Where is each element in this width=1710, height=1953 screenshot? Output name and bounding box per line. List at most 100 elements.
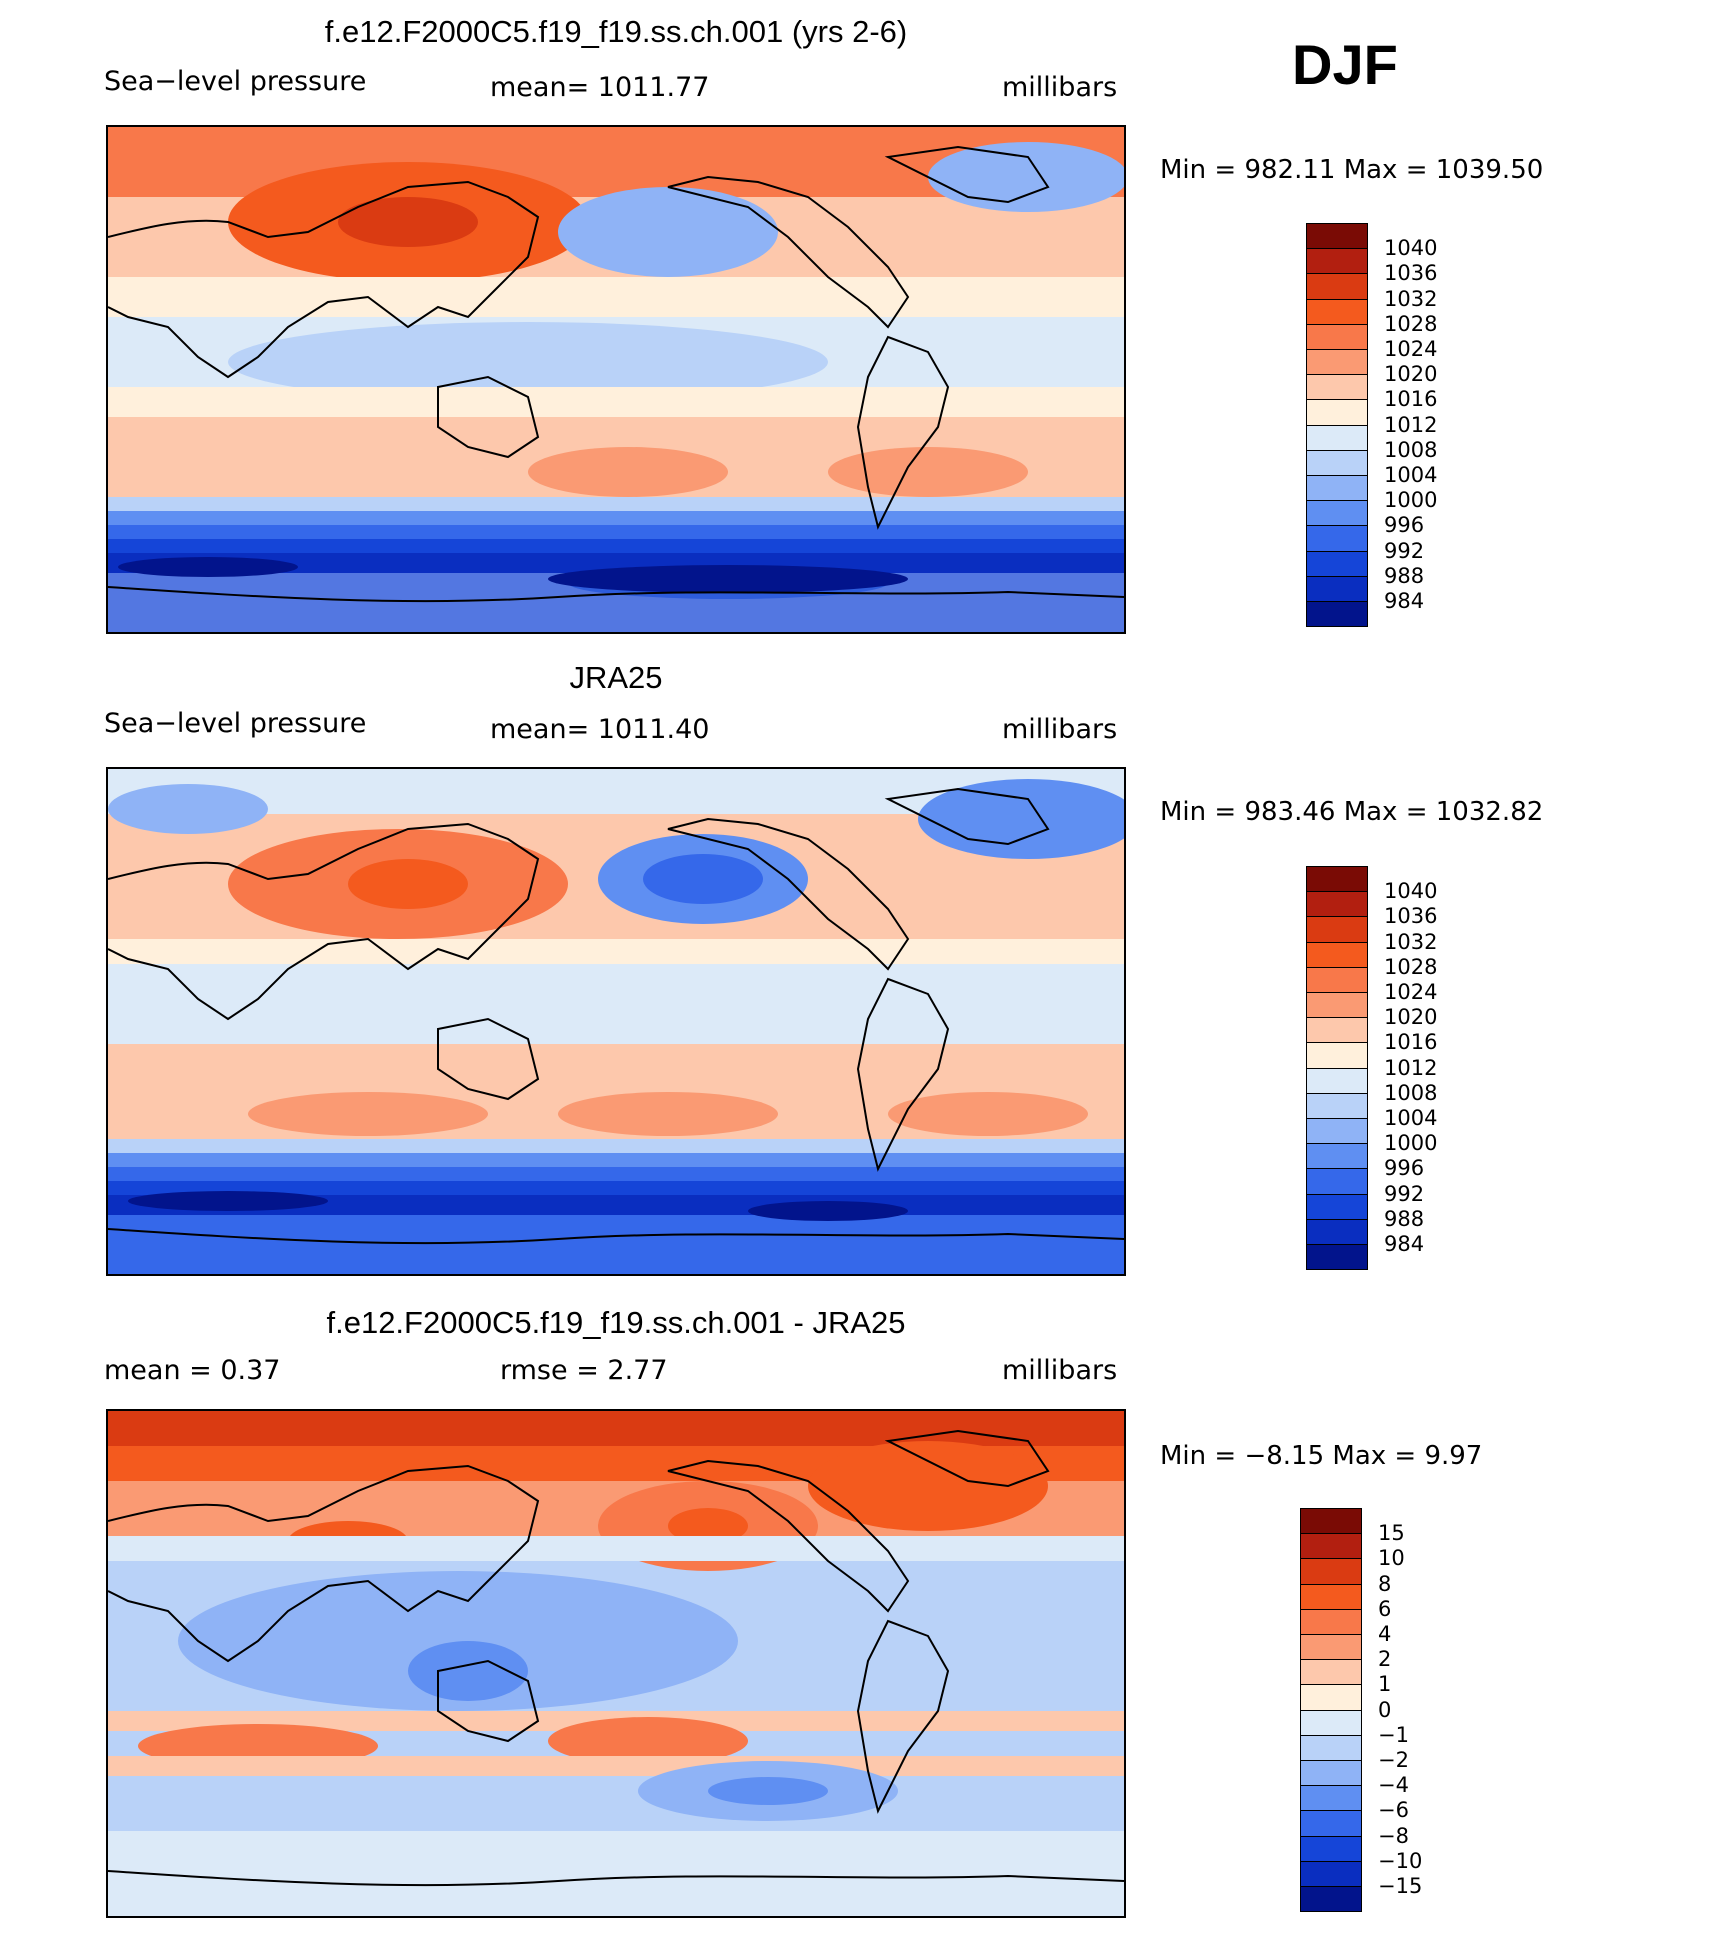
colorbar-swatch — [1306, 1143, 1368, 1170]
panel-2-map — [106, 767, 1126, 1276]
colorbar-swatch — [1306, 992, 1368, 1019]
colorbar-swatch — [1300, 1684, 1362, 1711]
colorbar-tick-label: 1032 — [1384, 929, 1438, 954]
colorbar-tick-label: 6 — [1378, 1596, 1392, 1621]
colorbar-swatch — [1306, 550, 1368, 577]
colorbar-swatch — [1300, 1709, 1362, 1736]
colorbar-tick-label: 1036 — [1384, 904, 1438, 929]
colorbar-swatch — [1306, 525, 1368, 552]
colorbar-swatch — [1306, 866, 1368, 893]
colorbar-swatch — [1306, 374, 1368, 401]
colorbar-swatch — [1306, 323, 1368, 350]
colorbar-tick-label: 1004 — [1384, 1106, 1438, 1130]
colorbar-swatch — [1306, 1168, 1368, 1195]
panel-3-minmax: Min = −8.15 Max = 9.97 — [1160, 1441, 1483, 1471]
colorbar-tick-label: 992 — [1384, 538, 1425, 563]
colorbar-tick-label: 984 — [1384, 1232, 1425, 1256]
colorbar-swatch — [1306, 399, 1368, 426]
colorbar-swatch — [1300, 1533, 1362, 1560]
colorbar-tick-label: 4 — [1378, 1622, 1392, 1646]
colorbar-swatch — [1306, 966, 1368, 993]
panel-3-rmse-label: rmse = 2.77 — [500, 1355, 668, 1386]
colorbar-swatch — [1300, 1608, 1362, 1635]
panel-2-variable-label: Sea−level pressure — [104, 708, 367, 739]
colorbar-swatch — [1306, 500, 1368, 527]
colorbar-tick-label: 1016 — [1384, 387, 1438, 412]
colorbar-swatch — [1306, 601, 1368, 628]
colorbar-swatch — [1300, 1785, 1362, 1812]
colorbar-swatch — [1306, 1218, 1368, 1245]
colorbar-tick-label: −4 — [1378, 1773, 1409, 1798]
colorbar-swatch — [1306, 449, 1368, 476]
colorbar-tick-label: 992 — [1384, 1181, 1425, 1206]
panel-3-map — [106, 1409, 1126, 1918]
colorbar-tick-label: 1024 — [1384, 337, 1438, 361]
colorbar-swatch — [1300, 1634, 1362, 1661]
colorbar-tick-label: 1000 — [1384, 1131, 1438, 1156]
colorbar-swatch — [1306, 1042, 1368, 1069]
panel-1-mean-label: mean= 1011.77 — [490, 72, 710, 103]
colorbar-swatch — [1300, 1886, 1362, 1913]
panel-3-mean-label: mean = 0.37 — [104, 1355, 281, 1386]
colorbar-tick-label: 1016 — [1384, 1030, 1438, 1055]
colorbar-tick-label: 0 — [1378, 1697, 1392, 1722]
colorbar-tick-label: 1032 — [1384, 286, 1438, 311]
colorbar-tick-label: 1012 — [1384, 1055, 1438, 1080]
colorbar-swatch — [1306, 891, 1368, 918]
colorbar-tick-label: 2 — [1378, 1647, 1392, 1672]
colorbar-swatch — [1306, 349, 1368, 376]
siberian-high-core — [338, 197, 478, 247]
colorbar-tick-label: −10 — [1378, 1848, 1423, 1873]
colorbar-swatch — [1306, 1067, 1368, 1094]
colorbar-tick-label: 1036 — [1384, 261, 1438, 286]
season-label: DJF — [1292, 33, 1398, 96]
colorbar-swatch — [1306, 941, 1368, 968]
colorbar-tick-label: −2 — [1378, 1748, 1409, 1772]
colorbar-tick-label: 1012 — [1384, 412, 1438, 437]
colorbar-tick-label: 1000 — [1384, 488, 1438, 513]
colorbar-swatch — [1300, 1835, 1362, 1862]
colorbar-tick-label: 988 — [1384, 1206, 1425, 1231]
colorbar-tick-label: 8 — [1378, 1571, 1392, 1596]
colorbar-tick-label: 1028 — [1384, 311, 1438, 336]
colorbar-tick-label: 1040 — [1384, 879, 1438, 904]
panel-1-minmax: Min = 982.11 Max = 1039.50 — [1160, 155, 1544, 185]
colorbar-swatch — [1300, 1810, 1362, 1837]
panel-2-units-label: millibars — [1002, 714, 1118, 745]
colorbar-swatch — [1306, 1244, 1368, 1271]
panel-2-minmax: Min = 983.46 Max = 1032.82 — [1160, 797, 1544, 827]
panel-2-title: JRA25 — [569, 660, 663, 695]
colorbar-tick-label: 1020 — [1384, 1005, 1438, 1030]
colorbar-tick-label: −8 — [1378, 1823, 1409, 1848]
colorbar-swatch — [1306, 248, 1368, 275]
colorbar-tick-label: 1028 — [1384, 954, 1438, 979]
colorbar-swatch — [1306, 575, 1368, 602]
colorbar-tick-label: 1020 — [1384, 362, 1438, 387]
colorbar-swatch — [1300, 1860, 1362, 1887]
colorbar-swatch — [1300, 1508, 1362, 1535]
icelandic-low — [928, 142, 1124, 212]
colorbar-tick-label: 1024 — [1384, 980, 1438, 1004]
colorbar-swatch — [1300, 1734, 1362, 1761]
colorbar-swatch — [1306, 1118, 1368, 1145]
colorbar-tick-label: 1040 — [1384, 236, 1438, 261]
colorbar-swatch — [1306, 475, 1368, 502]
panel-3-title: f.e12.F2000C5.f19_f19.ss.ch.001 - JRA25 — [326, 1305, 906, 1340]
panel-3-units-label: millibars — [1002, 1355, 1118, 1386]
panel-1-units-label: millibars — [1002, 72, 1118, 103]
colorbar-tick-label: 1 — [1378, 1672, 1392, 1697]
colorbar-swatch — [1306, 273, 1368, 300]
colorbar-swatch — [1306, 916, 1368, 943]
colorbar-swatch — [1300, 1583, 1362, 1610]
colorbar-tick-label: 996 — [1384, 1156, 1425, 1181]
colorbar-tick-label: 984 — [1384, 589, 1425, 613]
colorbar-tick-label: −15 — [1378, 1874, 1423, 1898]
colorbar-swatch — [1306, 298, 1368, 325]
colorbar-swatch — [1306, 1193, 1368, 1220]
panel-1-title: f.e12.F2000C5.f19_f19.ss.ch.001 (yrs 2-6… — [324, 14, 908, 49]
colorbar-swatch — [1306, 223, 1368, 250]
colorbar-swatch — [1306, 1017, 1368, 1044]
colorbar-tick-label: −6 — [1378, 1798, 1409, 1823]
colorbar-tick-label: −1 — [1378, 1722, 1409, 1747]
colorbar-swatch — [1306, 424, 1368, 451]
